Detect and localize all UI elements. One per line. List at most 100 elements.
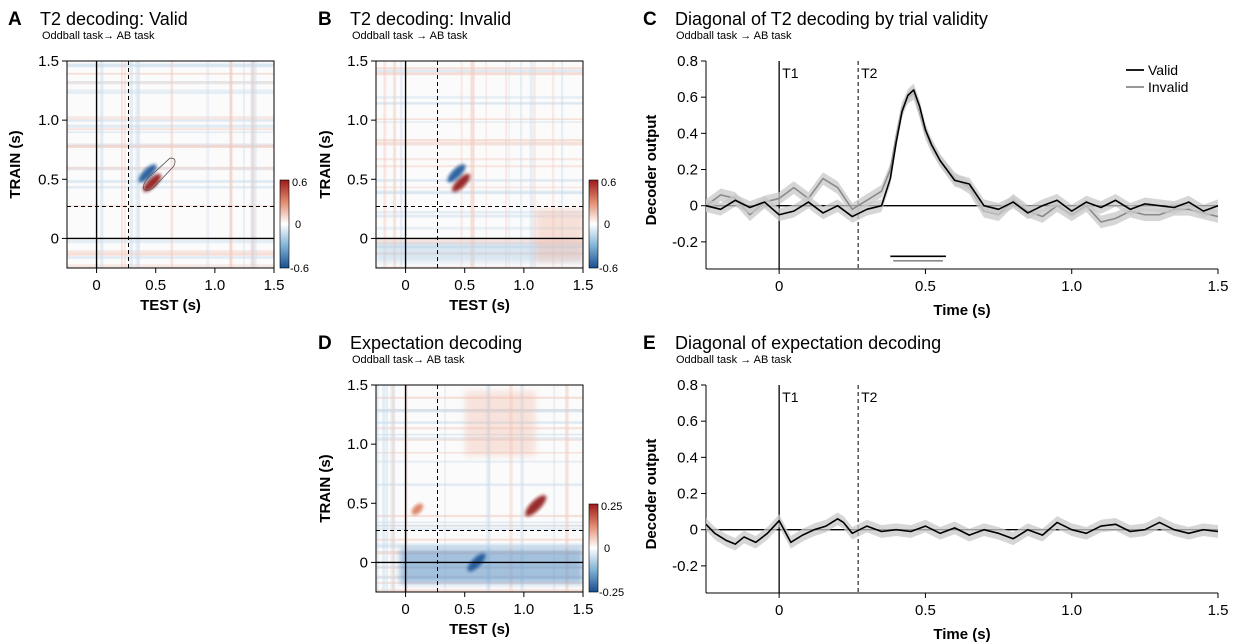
colorbar-min-label: -0.25 (599, 587, 624, 599)
heatmap-texture-stripe (376, 214, 583, 218)
x-tick-label: 1.0 (513, 601, 534, 618)
heatmap-texture-stripe (67, 186, 274, 189)
heatmap-texture-stripe (376, 239, 583, 243)
heatmap-texture-stripe (67, 166, 274, 170)
heatmap-texture-stripe (505, 61, 508, 268)
x-tick-label: 0 (92, 277, 100, 294)
y-tick-label: 1.0 (38, 112, 59, 129)
heatmap-texture-stripe (376, 121, 583, 124)
y-axis-label: TRAIN (s) (317, 130, 334, 198)
heatmap-texture-stripe (376, 385, 379, 592)
heatmap-texture-stripe (382, 385, 386, 592)
error-band (706, 87, 1218, 229)
heatmap-texture-stripe (67, 204, 274, 207)
y-tick-label: 1.5 (347, 53, 368, 70)
colorbar-mid-label: 0 (604, 543, 610, 555)
heatmap-cells-D (376, 385, 583, 592)
heatmap-texture-stripe (444, 385, 446, 592)
t2-label: T2 (861, 389, 878, 405)
heatmap-texture-stripe (67, 81, 274, 84)
colorbar-min-label: -0.6 (290, 263, 309, 275)
heatmap-texture-stripe (553, 385, 556, 592)
heatmap-texture-stripe (135, 61, 138, 268)
t2-label: T2 (861, 65, 878, 81)
y-axis-label: TRAIN (s) (7, 130, 24, 198)
heatmap-texture-stripe (376, 118, 583, 121)
heatmap-texture-stripe (376, 190, 583, 193)
heatmap-texture-stripe (206, 61, 210, 268)
heatmap-cells-B (376, 61, 583, 268)
x-axis-label: Time (s) (933, 626, 990, 643)
heatmap-texture-stripe (67, 144, 274, 149)
heatmap-blob (411, 503, 424, 515)
y-tick-label: 0 (360, 230, 368, 247)
x-tick-label: 1.5 (573, 601, 594, 618)
x-tick-label: 0 (775, 602, 783, 619)
heatmap-texture-stripe (400, 61, 403, 268)
heatmap-texture-stripe (376, 95, 583, 99)
heatmap-texture-stripe (67, 119, 274, 122)
y-axis-label: Decoder output (643, 115, 660, 226)
y-tick-label: 0 (51, 230, 59, 247)
x-tick-label: 0.5 (915, 278, 936, 295)
heatmap-blob (525, 495, 547, 517)
colorbar-max-label: 0.6 (292, 177, 307, 189)
x-tick-label: 1.5 (1208, 602, 1229, 619)
heatmap-blob (452, 173, 471, 192)
heatmap-texture-stripe (124, 61, 126, 268)
line-chart-C: T1 T2 0.8 0.6 0.4 0.2 0 -0.2 0 0.5 1.0 1.5 Time (s) D… (643, 53, 1228, 319)
heatmap-texture-stripe (251, 61, 255, 268)
heatmap-texture-stripe (376, 545, 583, 549)
x-tick-label: 0 (775, 278, 783, 295)
heatmap-texture-stripe (243, 61, 245, 268)
x-tick-label: 0.5 (915, 602, 936, 619)
x-axis-label: TEST (s) (140, 297, 201, 314)
heatmap-texture-stripe (376, 158, 583, 161)
colorbar (279, 179, 290, 269)
heatmap-texture-stripe (519, 61, 523, 268)
panel-d-letter: D (318, 333, 332, 354)
heatmap-texture-stripe (376, 141, 583, 146)
colorbar-min-label: -0.6 (599, 263, 618, 275)
heatmap-texture-stripe (383, 61, 387, 268)
y-tick-label: 0.8 (677, 53, 698, 70)
heatmap-texture-stripe (392, 385, 395, 592)
y-tick-label: 0.4 (677, 125, 698, 142)
y-tick-label: 1.0 (347, 112, 368, 129)
heatmap-texture-stripe (67, 80, 274, 85)
x-tick-label: 1.0 (513, 277, 534, 294)
heatmap-texture-stripe (376, 67, 583, 70)
heatmap-frame (375, 60, 584, 269)
panel-c-title: Diagonal of T2 decoding by trial validit… (675, 9, 988, 29)
heatmap-D: 0 0 0.5 0.5 1.0 1.0 1.5 1.5 TEST (s) TRAIN (s) 0.2… (317, 377, 624, 638)
y-tick-label: 0.8 (677, 377, 698, 394)
heatmap-texture-stripe (565, 385, 569, 592)
y-tick-label: 1.5 (38, 53, 59, 70)
heatmap-texture-stripe (67, 131, 274, 134)
heatmap-texture-stripe (376, 69, 583, 73)
line-chart-E: T1 T2 0.8 0.6 0.4 0.2 0 -0.2 0 0.5 1.0 1.5 Time (s) D… (643, 377, 1228, 643)
x-tick-label: 0 (401, 277, 409, 294)
heatmap-cells-A (67, 61, 274, 268)
heatmap-texture-stripe (376, 521, 583, 524)
y-tick-label: -0.2 (672, 234, 698, 251)
y-tick-label: 1.0 (347, 436, 368, 453)
t1-label: T1 (782, 65, 799, 81)
heatmap-blob (138, 164, 157, 183)
x-axis-label: TEST (s) (449, 621, 510, 638)
heatmap-texture-stripe (67, 64, 274, 68)
heatmap-texture-stripe (67, 128, 274, 131)
heatmap-texture-stripe (376, 543, 583, 547)
colorbar (588, 503, 599, 593)
x-tick-label: 1.5 (1208, 278, 1229, 295)
heatmap-texture-stripe (376, 165, 583, 168)
heatmap-texture-stripe (386, 385, 388, 592)
heatmap-blob (143, 173, 162, 192)
heatmap-band (535, 208, 583, 263)
panel-d-subtitle: Oddball task→ AB task (352, 354, 465, 366)
heatmap-texture-stripe (376, 191, 583, 195)
panel-e-title: Diagonal of expectation decoding (675, 333, 941, 353)
heatmap-texture-stripe (406, 385, 408, 592)
heatmap-texture-stripe (551, 61, 555, 268)
